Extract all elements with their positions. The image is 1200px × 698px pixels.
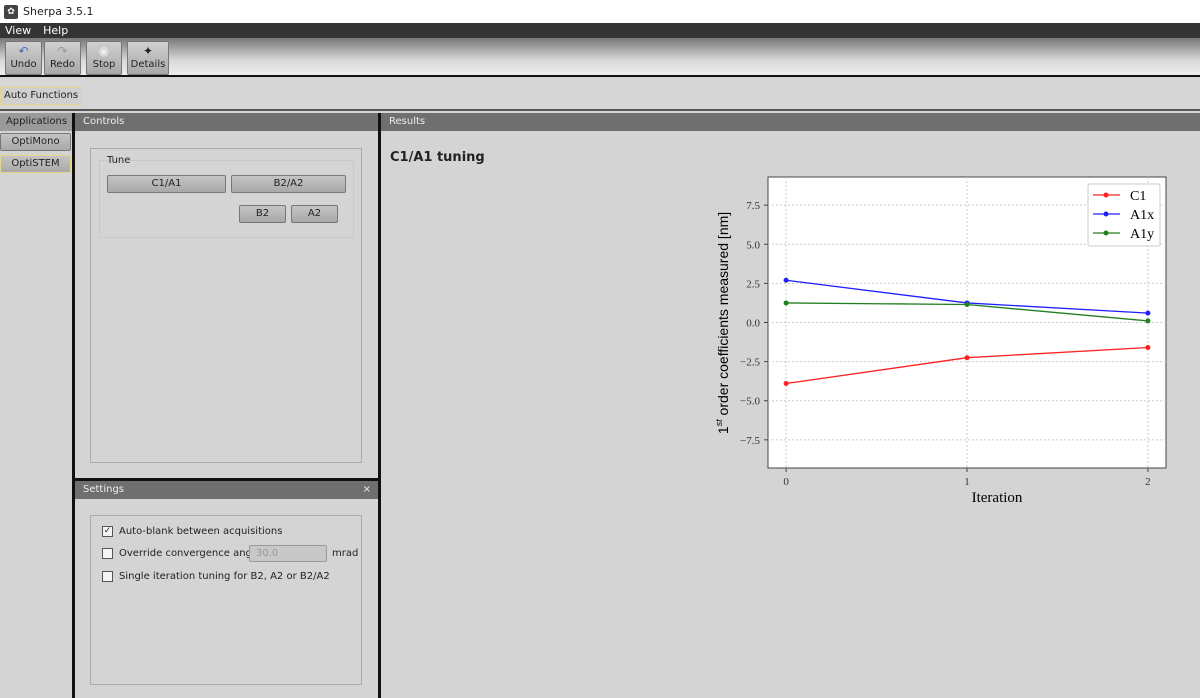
legend-label: C1	[1130, 189, 1146, 204]
menu-bar: View Help	[0, 23, 1200, 38]
toolbar: ↶ Undo ↷ Redo ◉ Stop ✦ Details	[0, 38, 1200, 77]
auto-blank-label: Auto-blank between acquisitions	[119, 526, 283, 537]
unit-label: mrad	[332, 548, 359, 559]
auto-functions-button[interactable]: Auto Functions	[0, 87, 83, 105]
y-label-rest: order coefficients measured [nm]	[715, 212, 731, 420]
legend-label: A1x	[1130, 208, 1154, 223]
single-iteration-checkbox[interactable]: Single iteration tuning for B2, A2 or B2…	[102, 571, 330, 582]
divider	[75, 478, 378, 481]
data-point-A1x	[783, 277, 789, 283]
x-tick-label: 1	[964, 476, 970, 488]
legend-label: A1y	[1130, 227, 1154, 242]
y-tick-label: −2.5	[740, 357, 760, 369]
settings-header: Settings ×	[75, 481, 378, 499]
divider	[378, 113, 381, 698]
y-label-sup: st	[714, 419, 724, 427]
sparkle-icon: ✦	[142, 44, 154, 58]
tuning-chart: 0 1 2−7.5−5.0−2.50.02.55.07.5 Iteration 1s…	[714, 176, 1167, 506]
controls-header: Controls	[75, 113, 378, 131]
y-tick-label: 7.5	[746, 200, 760, 212]
legend-marker	[1103, 192, 1109, 198]
redo-label: Redo	[49, 59, 76, 70]
legend-marker	[1103, 230, 1109, 236]
applications-panel: Applications OptiMono OptiSTEM	[0, 113, 73, 698]
a2-button[interactable]: A2	[291, 205, 338, 223]
x-tick-label: 2	[1145, 476, 1151, 488]
app-optimono[interactable]: OptiMono	[0, 133, 71, 151]
stop-icon: ◉	[98, 44, 110, 58]
legend: C1 A1x A1y	[1087, 183, 1161, 247]
undo-button[interactable]: ↶ Undo	[5, 41, 42, 75]
y-axis-label: 1st order coefficients measured [nm]	[714, 212, 731, 434]
override-angle-checkbox[interactable]: Override convergence angle	[102, 548, 261, 559]
convergence-angle-input[interactable]: 30.0	[249, 545, 327, 562]
settings-box	[90, 515, 362, 685]
c1a1-button[interactable]: C1/A1	[107, 175, 226, 193]
settings-panel: Settings × ✓ Auto-blank between acquisitio…	[75, 481, 378, 698]
details-label: Details	[130, 59, 166, 70]
y-tick-label: 5.0	[746, 239, 760, 251]
y-tick-label: 2.5	[746, 278, 760, 290]
undo-icon: ↶	[18, 44, 29, 58]
legend-marker	[1103, 211, 1109, 217]
x-axis-label: Iteration	[972, 490, 1023, 506]
data-point-C1	[964, 355, 970, 361]
auto-blank-checkbox[interactable]: ✓ Auto-blank between acquisitions	[102, 526, 282, 537]
y-tick-label: 0.0	[746, 318, 760, 330]
y-tick-label: −5.0	[740, 396, 760, 408]
applications-header: Applications	[0, 113, 73, 131]
undo-label: Undo	[10, 59, 37, 70]
redo-button[interactable]: ↷ Redo	[44, 41, 81, 75]
redo-icon: ↷	[57, 44, 68, 58]
checkbox-box	[102, 548, 113, 559]
auto-functions-bar: Auto Functions	[0, 79, 1200, 111]
data-point-C1	[783, 381, 789, 387]
settings-title: Settings	[83, 484, 125, 495]
details-button[interactable]: ✦ Details	[127, 41, 169, 75]
close-icon[interactable]: ×	[362, 484, 371, 495]
menu-view[interactable]: View	[5, 24, 32, 37]
x-tick-label: 0	[783, 476, 789, 488]
y-tick-label: −7.5	[740, 435, 760, 447]
results-header: Results	[381, 113, 1200, 131]
y-label-main: 1	[715, 426, 731, 434]
controls-box	[90, 148, 362, 463]
controls-panel: Controls Tune C1/A1 B2/A2 B2 A2	[75, 113, 378, 478]
results-title: C1/A1 tuning	[390, 150, 485, 165]
divider	[72, 113, 75, 698]
checkbox-box	[102, 571, 113, 582]
single-iteration-label: Single iteration tuning for B2, A2 or B2…	[119, 571, 330, 582]
window-title: Sherpa 3.5.1	[23, 5, 94, 18]
b2a2-button[interactable]: B2/A2	[231, 175, 346, 193]
data-point-C1	[1145, 345, 1151, 351]
results-panel: Results C1/A1 tuning	[381, 113, 1200, 698]
app-logo-icon: ✿	[4, 4, 18, 19]
override-label: Override convergence angle	[119, 548, 261, 559]
stop-label: Stop	[92, 59, 116, 70]
title-bar: ✿ Sherpa 3.5.1	[0, 0, 1200, 23]
data-point-A1y	[964, 302, 970, 308]
menu-help[interactable]: Help	[43, 24, 69, 37]
tune-group	[99, 160, 354, 238]
stop-button[interactable]: ◉ Stop	[86, 41, 122, 75]
tune-label: Tune	[107, 155, 131, 166]
data-point-A1y	[783, 300, 789, 306]
b2-button[interactable]: B2	[239, 205, 286, 223]
checkmark-icon: ✓	[102, 526, 113, 537]
data-point-A1y	[1145, 318, 1151, 324]
data-point-A1x	[1145, 310, 1151, 316]
app-optistem[interactable]: OptiSTEM	[0, 155, 71, 173]
